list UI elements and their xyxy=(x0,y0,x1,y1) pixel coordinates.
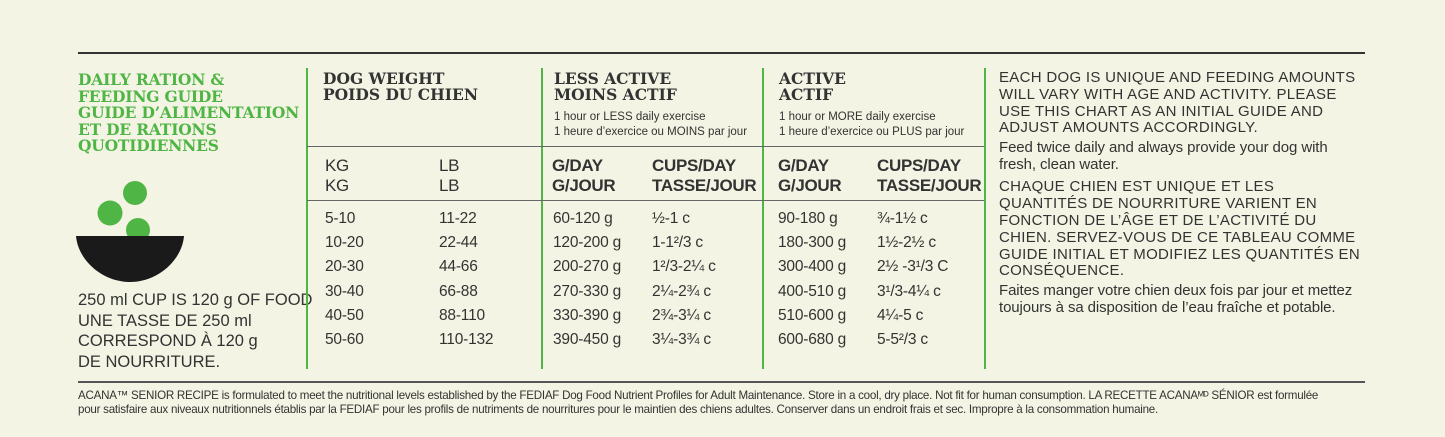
table-cell: 600-680 g xyxy=(778,331,847,349)
table-cell: 400-510 g xyxy=(778,282,847,300)
table-cell: 66-88 xyxy=(439,282,478,300)
active-cups-head: CUPS/DAY TASSE/JOUR xyxy=(877,156,982,195)
dog-weight-heading: DOG WEIGHT POIDS DU CHIEN xyxy=(323,69,479,104)
less-active-gday-head: G/DAY G/JOUR xyxy=(552,156,616,195)
table-cell: 110-132 xyxy=(439,331,494,349)
divider-active xyxy=(762,68,764,369)
food-bowl-icon xyxy=(76,181,184,282)
table-cell: 300-400 g xyxy=(778,258,847,276)
lb-column: 11-22 22-44 44-66 66-88 88-110 110-132 xyxy=(439,207,494,352)
feeding-guide-title: DAILY RATION & FEEDING GUIDE GUIDE D’ALI… xyxy=(78,70,300,155)
less-active-grams-column: 60-120 g 120-200 g 200-270 g 270-330 g 3… xyxy=(553,207,621,352)
active-cups-column: ¾-1½ c 1½-2½ c 2½ -3¹/3 C 3¹/3-4¼ c 4¼-5… xyxy=(877,207,948,352)
kg-column-head: KG KG xyxy=(325,156,349,195)
table-cell: 390-450 g xyxy=(553,331,622,349)
note-caps-en: EACH DOG IS UNIQUE AND FEEDING AMOUNTS W… xyxy=(999,69,1356,137)
table-cell: 11-22 xyxy=(439,210,477,227)
table-cell: 2¾-3¼ c xyxy=(652,306,711,324)
less-active-subtitle: 1 hour or LESS daily exercise 1 heure d’… xyxy=(554,111,748,138)
cup-measure-note: 250 ml CUP IS 120 g OF FOOD UNE TASSE DE… xyxy=(78,291,313,371)
note-plain-fr: Faites manger votre chien deux fois par … xyxy=(999,282,1353,316)
top-rule xyxy=(78,52,1365,54)
table-cell: 50-60 xyxy=(325,331,364,349)
divider-less-active xyxy=(541,68,543,369)
table-cell: 180-300 g xyxy=(778,234,847,252)
table-cell: 120-200 g xyxy=(553,234,622,252)
footer-legal-text: ACANA™ SENIOR RECIPE is formulated to me… xyxy=(78,389,1319,416)
table-cell: 30-40 xyxy=(325,282,364,300)
table-cell: 10-20 xyxy=(325,234,364,252)
table-cell: ¾-1½ c xyxy=(877,210,928,227)
note-caps-fr: CHAQUE CHIEN EST UNIQUE ET LES QUANTITÉS… xyxy=(999,178,1360,280)
bottom-rule xyxy=(78,381,1365,383)
table-cell: 4¼-5 c xyxy=(877,306,924,324)
column-head-separator xyxy=(307,200,984,201)
table-cell: 270-330 g xyxy=(553,282,622,300)
table-cell: 2½ -3¹/3 C xyxy=(877,258,949,276)
table-cell: 60-120 g xyxy=(553,210,613,227)
table-cell: 3¼-3¾ c xyxy=(652,331,711,349)
active-subtitle: 1 hour or MORE daily exercise 1 heure d’… xyxy=(779,111,965,138)
table-cell: 330-390 g xyxy=(553,306,622,324)
feeding-notes: EACH DOG IS UNIQUE AND FEEDING AMOUNTS W… xyxy=(999,69,1365,316)
active-gday-head: G/DAY G/JOUR xyxy=(778,156,842,195)
table-cell: 200-270 g xyxy=(553,258,622,276)
note-plain-en: Feed twice daily and always provide your… xyxy=(999,139,1328,173)
kibble-pieces-icon xyxy=(97,181,150,242)
active-grams-column: 90-180 g 180-300 g 300-400 g 400-510 g 5… xyxy=(778,207,846,352)
table-cell: ½-1 c xyxy=(652,210,690,227)
less-active-cups-column: ½-1 c 1-1²/3 c 1²/3-2¼ c 2¼-2¾ c 2¾-3¼ c… xyxy=(652,207,716,352)
header-separator xyxy=(307,146,984,147)
table-cell: 2¼-2¾ c xyxy=(652,282,711,300)
table-cell: 20-30 xyxy=(325,258,364,276)
table-cell: 5-10 xyxy=(325,210,356,227)
table-cell: 1-1²/3 c xyxy=(652,234,703,252)
divider-notes xyxy=(984,68,986,369)
table-cell: 44-66 xyxy=(439,258,478,276)
table-cell: 1½-2½ c xyxy=(877,234,936,252)
table-cell: 3¹/3-4¼ c xyxy=(877,282,941,300)
divider-weight xyxy=(306,68,308,369)
table-cell: 1²/3-2¼ c xyxy=(652,258,716,276)
table-cell: 22-44 xyxy=(439,234,478,252)
lb-column-head: LB LB xyxy=(439,156,460,195)
active-heading: ACTIVE ACTIF xyxy=(779,69,846,104)
table-cell: 5-5²/3 c xyxy=(877,331,928,349)
table-cell: 88-110 xyxy=(439,306,485,324)
table-cell: 40-50 xyxy=(325,306,364,324)
less-active-cups-head: CUPS/DAY TASSE/JOUR xyxy=(652,156,757,195)
less-active-heading: LESS ACTIVE MOINS ACTIF xyxy=(554,69,677,104)
table-cell: 510-600 g xyxy=(778,306,847,324)
kg-column: 5-10 10-20 20-30 30-40 40-50 50-60 xyxy=(325,207,364,352)
table-cell: 90-180 g xyxy=(778,210,838,227)
